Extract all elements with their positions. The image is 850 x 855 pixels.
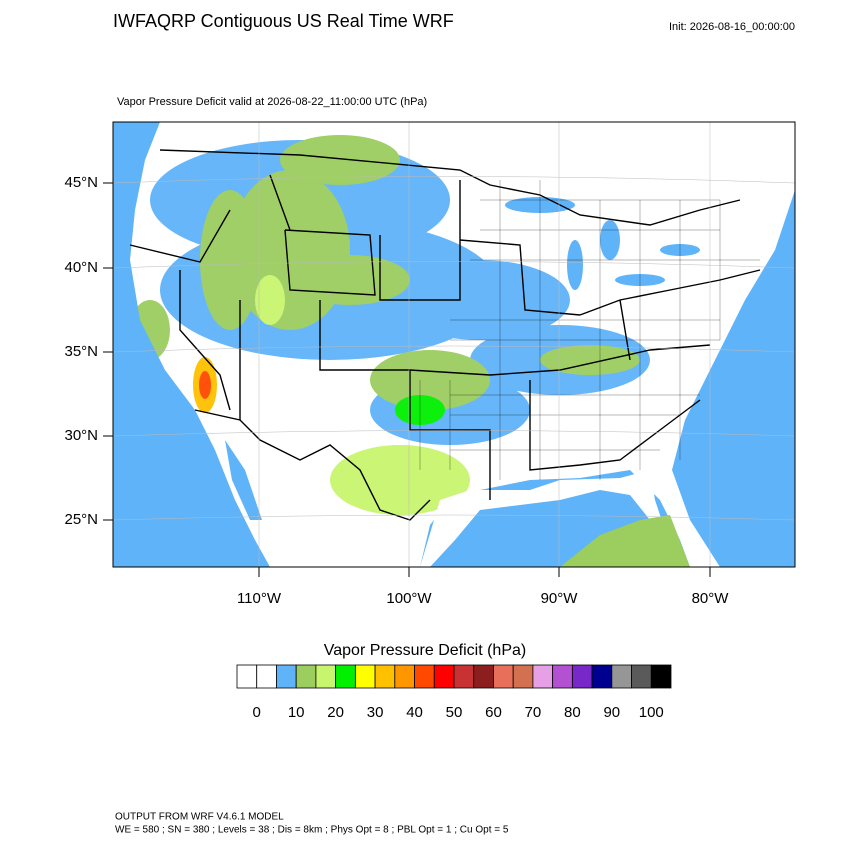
lat-label: 25°N xyxy=(64,511,98,528)
colorbar-box xyxy=(473,664,494,689)
map xyxy=(113,122,795,567)
title: IWFAQRP Contiguous US Real Time WRF xyxy=(113,11,454,31)
lat-label: 35°N xyxy=(64,343,98,360)
lat-label: 30°N xyxy=(64,427,98,444)
colorbar-box xyxy=(650,664,672,689)
colorbar-box xyxy=(335,664,356,689)
gulf-field xyxy=(560,515,690,567)
lon-label: 110°W xyxy=(237,590,282,607)
lat-label: 40°N xyxy=(64,259,98,276)
colorbar-box xyxy=(591,664,613,689)
colorbar-label: 20 xyxy=(327,704,344,721)
colorbar-box xyxy=(611,664,632,689)
map-subtitle: Vapor Pressure Deficit valid at 2026-08-… xyxy=(117,96,427,108)
lower-land xyxy=(420,470,665,567)
colorbar-box xyxy=(374,664,396,689)
lon-label: 80°W xyxy=(692,590,730,607)
colorbar-label: 0 xyxy=(253,704,261,721)
colorbar-box xyxy=(256,664,277,689)
borders xyxy=(129,149,761,521)
lon-label: 90°W xyxy=(541,590,579,607)
init-time: Init: 2026-08-16_00:00:00 xyxy=(669,21,795,33)
colorbar-label: 50 xyxy=(446,704,463,721)
colorbar-box xyxy=(236,664,258,689)
colorbar-label: 80 xyxy=(564,704,581,721)
colorbar-label: 100 xyxy=(639,704,664,721)
footer-line: OUTPUT FROM WRF V4.6.1 MODEL xyxy=(115,812,284,823)
colorbar-box xyxy=(394,664,415,689)
colorbar-box xyxy=(493,664,514,689)
colorbar-box xyxy=(552,664,573,689)
colorbar-label: 90 xyxy=(603,704,620,721)
lon-label: 100°W xyxy=(386,590,432,607)
colorbar-box xyxy=(532,664,554,689)
colorbar-label: 60 xyxy=(485,704,502,721)
colorbar-label: 30 xyxy=(367,704,384,721)
footer-line: WE = 580 ; SN = 380 ; Levels = 38 ; Dis … xyxy=(115,825,509,836)
county-lines xyxy=(419,180,760,480)
colorbar-box xyxy=(512,664,534,689)
colorbar-title: Vapor Pressure Deficit (hPa) xyxy=(324,642,526,659)
colorbar-label: 40 xyxy=(406,704,423,721)
colorbar-box xyxy=(571,664,593,689)
colorbar-box xyxy=(414,664,435,689)
colorbar-box xyxy=(315,664,337,689)
graticule xyxy=(113,122,795,567)
colorbar-box xyxy=(295,664,317,689)
colorbar-box xyxy=(276,664,297,689)
colorbar-label: 70 xyxy=(525,704,542,721)
colorbar-box xyxy=(354,664,376,689)
axes: 45°N 40°N 35°N 30°N 25°N 110°W 100°W 90°W 80°W xyxy=(64,174,729,607)
colorbar-box xyxy=(433,664,455,689)
colorbar-box xyxy=(453,664,475,689)
colorbar-label: 10 xyxy=(288,704,305,721)
colorbar-box xyxy=(631,664,652,689)
colorbar: 0 10 20 30 40 50 60 70 80 90 100 xyxy=(236,664,672,721)
lat-label: 45°N xyxy=(64,174,98,191)
map-frame xyxy=(112,121,796,568)
